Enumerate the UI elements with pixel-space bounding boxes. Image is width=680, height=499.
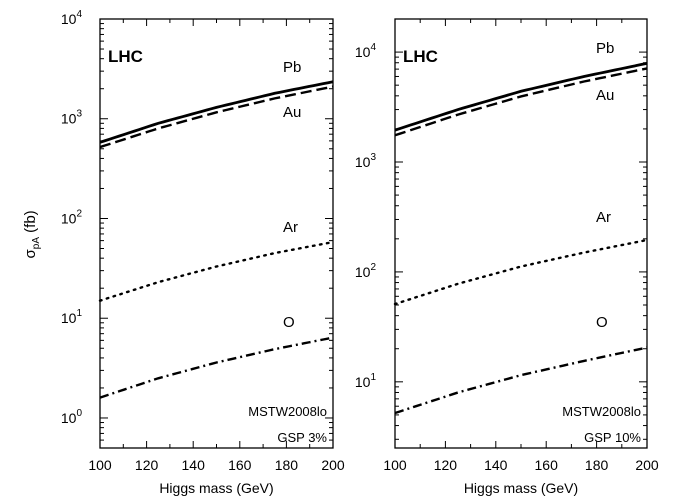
x-tick-label: 140 (182, 457, 206, 473)
lhc-label: LHC (403, 47, 438, 66)
x-tick-label: 100 (383, 457, 407, 473)
series-line-au (99, 85, 334, 149)
y-tick-label: 102 (355, 262, 377, 280)
annotation-line: MSTW2008lo (248, 404, 327, 419)
x-tick-label: 200 (321, 457, 345, 473)
x-axis-label: Higgs mass (GeV) (464, 480, 578, 496)
series-label-ar: Ar (283, 219, 298, 236)
x-tick-label: 200 (635, 457, 659, 473)
y-tick-label: 103 (61, 109, 83, 127)
series-label-au: Au (283, 104, 301, 121)
y-tick-label: 102 (61, 208, 83, 226)
y-tick-label: 104 (61, 9, 83, 27)
y-tick-label: 101 (61, 308, 83, 326)
annotation-line: GSP 10% (584, 430, 641, 445)
series-label-ar: Ar (596, 209, 611, 226)
series-line-pb (394, 61, 648, 132)
x-tick-label: 120 (434, 457, 458, 473)
x-tick-label: 100 (88, 457, 112, 473)
x-tick-label: 140 (484, 457, 508, 473)
series-label-au: Au (596, 87, 614, 104)
annotation-line: MSTW2008lo (562, 404, 641, 419)
x-tick-label: 180 (275, 457, 299, 473)
y-tick-label: 104 (355, 42, 377, 60)
series-line-au (394, 67, 648, 137)
series-line-pb (99, 80, 334, 144)
y-tick-label: 101 (355, 372, 377, 390)
x-tick-label: 120 (135, 457, 159, 473)
series-label-pb: Pb (283, 59, 301, 76)
plot-frame (99, 18, 334, 449)
lhc-label: LHC (108, 47, 143, 66)
x-tick-label: 160 (535, 457, 559, 473)
series-line-ar (393, 238, 649, 306)
series-label-o: O (596, 314, 608, 331)
series-line-ar (98, 240, 335, 302)
plot-frame (394, 18, 648, 449)
x-axis-label: Higgs mass (GeV) (159, 480, 273, 496)
series-line-o (99, 336, 334, 399)
y-axis-label: σpA (fb) (22, 210, 42, 258)
series-line-o (394, 346, 648, 415)
annotation-line: GSP 3% (277, 430, 327, 445)
panel-2: 100 120 140 160 180 200 101 102 103 104 Higgs mass… (355, 18, 659, 496)
y-tick-label: 100 (61, 408, 83, 426)
panel-1: 100 120 140 160 180 200 100 101 102 103 104 Higgs m… (22, 9, 345, 496)
x-tick-label: 160 (228, 457, 252, 473)
x-tick-label: 180 (585, 457, 609, 473)
y-tick-label: 103 (355, 152, 377, 170)
series-label-o: O (283, 314, 295, 331)
series-label-pb: Pb (596, 40, 614, 57)
